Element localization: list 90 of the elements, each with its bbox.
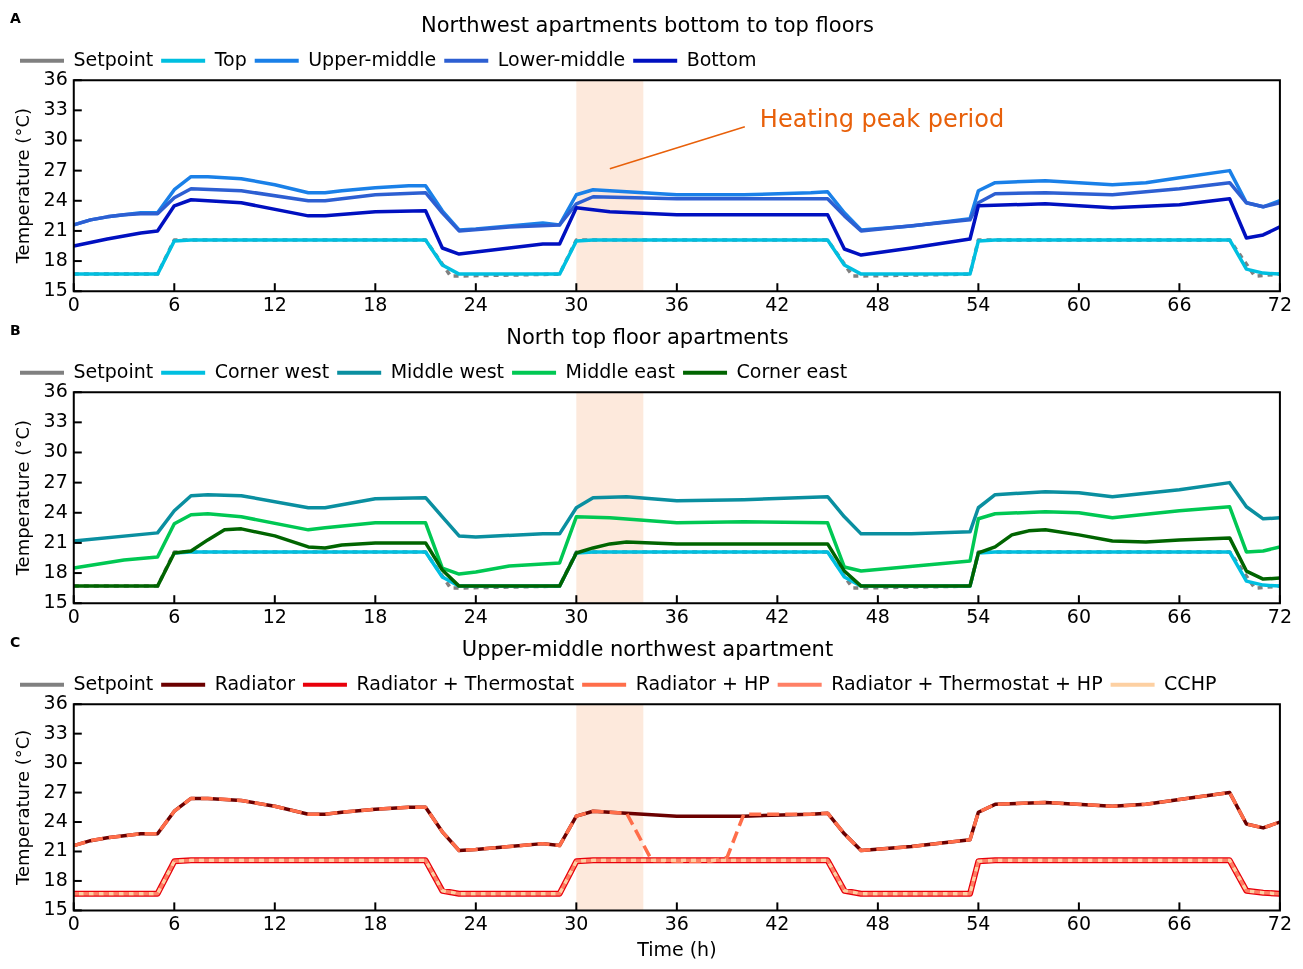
- text: B: [10, 321, 21, 338]
- x-tick-label: 12: [262, 604, 287, 627]
- x-tick-label: 0: [67, 604, 80, 627]
- x-axis-title: Time (h): [636, 937, 717, 960]
- y-tick-label: 21: [43, 529, 68, 552]
- chart-title: Upper-middle northwest apartment: [461, 637, 834, 662]
- x-tick-label: 66: [1167, 604, 1192, 627]
- x-tick-label: 60: [1066, 292, 1091, 315]
- y-tick-label: 21: [43, 217, 68, 240]
- chart-title: Northwest apartments bottom to top floors: [420, 13, 875, 38]
- x-tick-label: 24: [463, 604, 488, 627]
- x-tick-label: 36: [664, 604, 689, 627]
- legend-label: Corner west: [214, 359, 330, 382]
- x-tick-label: 60: [1066, 604, 1091, 627]
- legend-label: Radiator + HP: [635, 671, 770, 694]
- y-tick-label: 36: [43, 691, 68, 714]
- x-tick-label: 60: [1066, 911, 1091, 934]
- y-tick-label: 36: [43, 67, 68, 90]
- y-axis-title: Temperature (°C): [12, 729, 34, 886]
- x-tick-label: 12: [262, 292, 287, 315]
- y-tick-label: 36: [43, 379, 68, 402]
- x-tick-label: 6: [168, 604, 181, 627]
- legend-label: Setpoint: [73, 47, 154, 70]
- x-tick-label: 66: [1167, 292, 1192, 315]
- x-tick-label: 42: [765, 604, 790, 627]
- legend-label: Radiator + Thermostat: [356, 671, 575, 694]
- y-tick-label: 18: [43, 559, 68, 582]
- x-tick-label: 36: [664, 292, 689, 315]
- x-tick-label: 54: [966, 911, 991, 934]
- x-tick-label: 42: [765, 911, 790, 934]
- y-tick-label: 33: [43, 97, 68, 120]
- x-tick-label: 18: [363, 911, 388, 934]
- y-tick-label: 30: [43, 439, 68, 462]
- y-tick-label: 27: [43, 157, 68, 180]
- x-tick-label: 54: [966, 292, 991, 315]
- legend-label: Setpoint: [73, 671, 154, 694]
- x-tick-label: 18: [363, 604, 388, 627]
- x-tick-label: 72: [1267, 911, 1293, 934]
- y-tick-label: 21: [43, 838, 68, 861]
- legend-label: Bottom: [686, 47, 757, 70]
- y-tick-label: 24: [43, 808, 68, 831]
- y-axis-title: Temperature (°C): [12, 108, 34, 265]
- x-tick-label: 48: [865, 292, 890, 315]
- x-tick-label: 24: [463, 292, 488, 315]
- x-tick-label: 72: [1267, 292, 1293, 315]
- legend-label: Radiator: [214, 671, 296, 694]
- y-tick-label: 18: [43, 867, 68, 890]
- x-tick-label: 0: [67, 911, 80, 934]
- legend-label: Middle east: [565, 359, 676, 382]
- x-tick-label: 30: [564, 292, 589, 315]
- y-tick-label: 15: [43, 897, 68, 920]
- x-tick-label: 6: [168, 292, 181, 315]
- x-tick-label: 48: [865, 911, 890, 934]
- y-tick-label: 15: [43, 278, 68, 301]
- x-tick-label: 42: [765, 292, 790, 315]
- y-axis-title: Temperature (°C): [12, 420, 34, 577]
- x-tick-label: 18: [363, 292, 388, 315]
- x-tick-label: 66: [1167, 911, 1192, 934]
- x-tick-label: 72: [1267, 604, 1293, 627]
- legend-label: Corner east: [736, 359, 848, 382]
- y-tick-label: 27: [43, 779, 68, 802]
- y-tick-label: 33: [43, 720, 68, 743]
- y-tick-label: 27: [43, 469, 68, 492]
- y-tick-label: 15: [43, 590, 68, 613]
- text: C: [10, 633, 21, 650]
- x-tick-label: 36: [664, 911, 689, 934]
- x-tick-label: 6: [168, 911, 181, 934]
- x-tick-label: 48: [865, 604, 890, 627]
- y-tick-label: 24: [43, 187, 68, 210]
- legend-label: Top: [213, 47, 247, 70]
- annotation: Heating peak period: [759, 105, 1005, 134]
- y-tick-label: 18: [43, 247, 68, 270]
- legend-label: CCHP: [1164, 671, 1217, 694]
- legend-label: Lower-middle: [497, 47, 626, 70]
- y-tick-label: 24: [43, 499, 68, 522]
- chart-title: North top floor apartments: [506, 325, 789, 350]
- legend-label: Radiator + Thermostat + HP: [831, 671, 1103, 694]
- x-tick-label: 24: [463, 911, 488, 934]
- legend-label: Upper-middle: [308, 47, 437, 70]
- text: A: [10, 9, 21, 26]
- y-tick-label: 30: [43, 750, 68, 773]
- x-tick-label: 54: [966, 604, 991, 627]
- y-tick-label: 30: [43, 127, 68, 150]
- legend-label: Middle west: [390, 359, 505, 382]
- legend-label: Setpoint: [73, 359, 154, 382]
- y-tick-label: 33: [43, 409, 68, 432]
- x-tick-label: 30: [564, 911, 589, 934]
- x-tick-label: 30: [564, 604, 589, 627]
- x-tick-label: 0: [67, 292, 80, 315]
- x-tick-label: 12: [262, 911, 287, 934]
